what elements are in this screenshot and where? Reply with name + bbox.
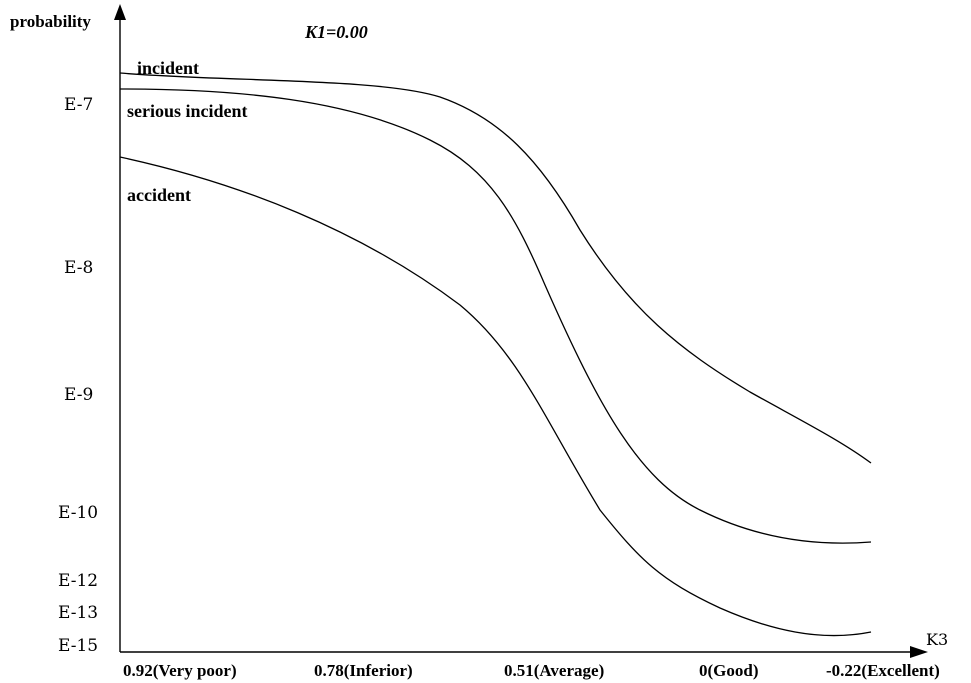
series-line-incident <box>119 72 872 464</box>
x-tick-label: -0.22(Excellent) <box>826 661 940 680</box>
x-axis-label: K3 <box>926 630 948 649</box>
series-label-accident: accident <box>127 185 191 205</box>
y-axis-label: probability <box>10 12 91 31</box>
x-tick-label: 0.78(Inferior) <box>314 661 413 680</box>
y-tick-label: E-8 <box>64 258 93 278</box>
y-tick-label: E-10 <box>58 503 98 523</box>
y-tick-label: E-7 <box>64 95 93 115</box>
chart-title: K1=0.00 <box>304 22 368 42</box>
y-tick-label: E-12 <box>58 571 98 591</box>
y-tick-label: E-13 <box>58 603 98 623</box>
series-label-serious-incident: serious incident <box>127 101 248 121</box>
series-line-accident <box>119 156 872 637</box>
x-tick-label: 0.51(Average) <box>504 661 604 680</box>
y-tick-label: E-9 <box>64 385 93 405</box>
y-axis-arrow <box>114 4 126 20</box>
series-label-incident: incident <box>137 58 199 78</box>
x-tick-label: 0.92(Very poor) <box>123 661 237 680</box>
series-line-serious-incident <box>119 88 872 544</box>
x-axis-arrow <box>910 646 928 658</box>
x-tick-label: 0(Good) <box>699 661 759 680</box>
y-tick-label: E-15 <box>58 636 98 656</box>
